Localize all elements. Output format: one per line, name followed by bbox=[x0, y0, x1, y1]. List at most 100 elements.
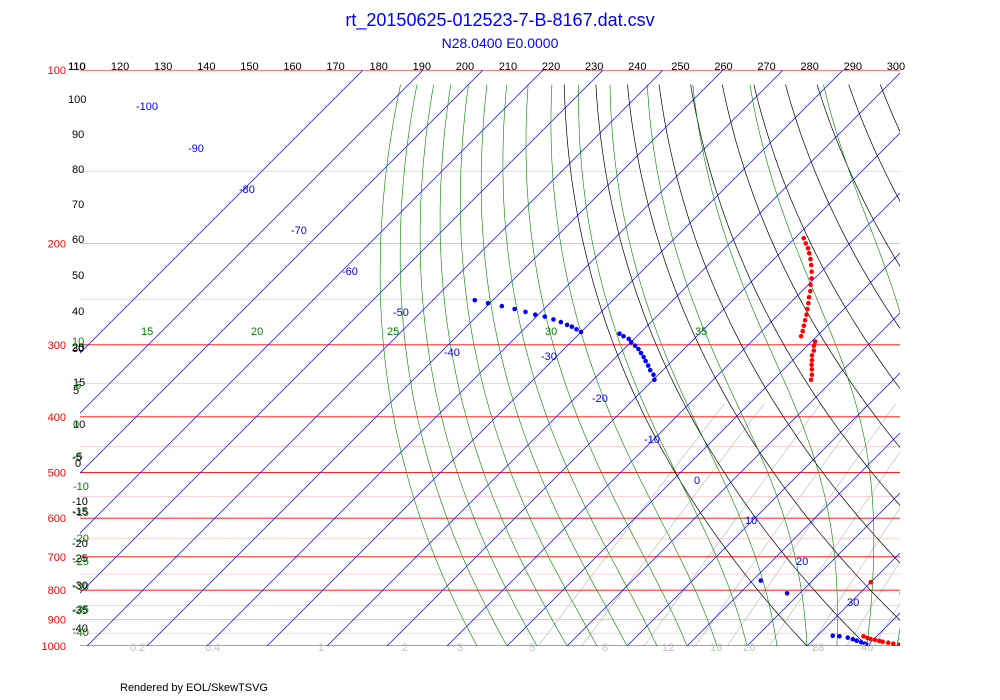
dry-adiabat-line bbox=[975, 85, 1000, 661]
isotherm-label: 30 bbox=[847, 597, 859, 609]
temperature-point bbox=[801, 323, 807, 329]
top-axis-tick-label: 240 bbox=[628, 61, 646, 73]
temperature-point bbox=[805, 246, 811, 251]
dewpoint-point bbox=[636, 346, 641, 352]
dewpoint-point bbox=[621, 334, 626, 339]
top-axis-tick-label: 190 bbox=[413, 61, 431, 73]
dewpoint-point bbox=[845, 635, 851, 640]
render-credit: Rendered by EOL/SkewTSVG bbox=[120, 682, 268, 694]
dry-adiabat-label: 90 bbox=[72, 129, 84, 141]
dry-adiabat-label: 70 bbox=[72, 199, 84, 211]
temperature-point bbox=[805, 306, 810, 312]
dewpoint-point bbox=[850, 636, 856, 642]
top-axis-tick-label: 170 bbox=[326, 61, 344, 73]
temperature-point bbox=[861, 634, 866, 639]
isotherm-label: -100 bbox=[136, 101, 158, 113]
dry-adiabat-label: -25 bbox=[72, 553, 88, 565]
mixing-ratio-line bbox=[768, 451, 900, 646]
isotherm-line bbox=[80, 70, 424, 414]
dry-adiabat-line bbox=[721, 84, 900, 448]
dewpoint-point bbox=[542, 314, 548, 319]
moist-adiabat-label: 20 bbox=[251, 326, 263, 338]
top-axis-tick-label: 250 bbox=[671, 61, 689, 73]
top-axis-tick-label: 200 bbox=[456, 61, 474, 73]
moist-adiabat-line bbox=[460, 84, 598, 646]
dewpoint-point bbox=[647, 367, 653, 373]
dewpoint-point bbox=[830, 633, 836, 639]
isotherm-line bbox=[912, 57, 1000, 660]
dewpoint-point bbox=[784, 591, 790, 596]
moist-adiabat-label: -15 bbox=[73, 507, 89, 519]
dewpoint-point bbox=[564, 322, 570, 328]
temperature-point bbox=[877, 638, 882, 644]
isotherm-line bbox=[86, 70, 664, 646]
dry-adiabat-label: -35 bbox=[72, 605, 88, 617]
mixing-ratio-label: 2 bbox=[402, 642, 408, 654]
sounding-data bbox=[472, 236, 913, 649]
dry-adiabat-label: -10 bbox=[72, 496, 88, 508]
mixing-ratio-line bbox=[643, 403, 821, 646]
isotherm-line bbox=[326, 72, 900, 646]
temperature-point bbox=[868, 579, 874, 585]
dewpoint-point bbox=[485, 300, 491, 306]
dry-adiabat-line bbox=[816, 84, 900, 268]
pressure-tick-label: 1000 bbox=[42, 641, 66, 653]
temperature-point bbox=[809, 276, 814, 281]
dewpoint-point bbox=[569, 324, 575, 330]
isotherm-line bbox=[446, 192, 900, 646]
dry-adiabat-line bbox=[563, 84, 808, 646]
temperature-point bbox=[811, 348, 817, 353]
temperature-point bbox=[808, 377, 814, 383]
moist-adiabat-label: -10 bbox=[73, 481, 89, 493]
moist-adiabat-line bbox=[692, 84, 838, 646]
mixing-ratio-label: 3 bbox=[457, 642, 463, 654]
temperature-point bbox=[872, 637, 878, 643]
top-axis-tick-label: 260 bbox=[714, 61, 732, 73]
dry-adiabat-label: -40 bbox=[72, 623, 88, 635]
mixing-ratio-label: 12 bbox=[662, 642, 674, 654]
dry-adiabat-line bbox=[690, 84, 900, 506]
isotherm-label: -70 bbox=[291, 225, 307, 237]
isotherm-label: -90 bbox=[188, 143, 204, 155]
isotherm-line bbox=[626, 372, 900, 646]
isotherm-line bbox=[206, 70, 784, 646]
moist-adiabat-line bbox=[550, 84, 718, 646]
pressure-tick-label: 400 bbox=[48, 412, 66, 424]
isotherm-line bbox=[80, 70, 544, 534]
isotherm-label: -80 bbox=[239, 184, 255, 196]
dry-adiabat-label: 50 bbox=[72, 270, 84, 282]
dewpoint-point bbox=[533, 312, 538, 318]
isotherm-line bbox=[806, 552, 900, 646]
isotherm-line bbox=[80, 70, 484, 474]
dry-adiabat-line bbox=[753, 84, 900, 390]
isotherm-line bbox=[266, 70, 844, 646]
pressure-tick-label: 300 bbox=[48, 340, 66, 352]
mixing-ratio-label: 8 bbox=[602, 642, 608, 654]
moist-adiabat-line bbox=[480, 84, 628, 646]
top-axis-tick-label: 180 bbox=[370, 61, 388, 73]
temperature-point bbox=[809, 367, 815, 372]
dry-adiabat-label: -15 bbox=[72, 506, 88, 518]
dry-adiabat-line bbox=[785, 84, 900, 329]
temperature-point bbox=[808, 262, 814, 268]
dry-adiabat-label: 5 bbox=[73, 385, 79, 397]
moist-adiabat-line bbox=[920, 85, 977, 661]
temperature-point bbox=[902, 643, 907, 648]
temperature-point bbox=[804, 312, 809, 318]
moist-adiabat-line bbox=[749, 84, 875, 646]
top-axis-tick-label: 230 bbox=[585, 61, 603, 73]
pressure-tick-label: 600 bbox=[48, 513, 66, 525]
moist-adiabat-line bbox=[953, 85, 1000, 661]
mixing-ratio-line bbox=[726, 403, 896, 646]
isotherm-label: -10 bbox=[644, 434, 660, 446]
moist-adiabat-line bbox=[647, 84, 808, 646]
grid-lines bbox=[80, 57, 1000, 661]
isotherm-line bbox=[146, 70, 724, 646]
temperature-point bbox=[908, 644, 913, 649]
top-axis-tick-label: 300 bbox=[887, 61, 905, 73]
dewpoint-point bbox=[645, 363, 651, 368]
moist-adiabat-label: 35 bbox=[695, 326, 707, 338]
temperature-point bbox=[803, 241, 809, 246]
isotherm-line bbox=[972, 57, 1000, 660]
isotherm-line bbox=[746, 492, 900, 646]
